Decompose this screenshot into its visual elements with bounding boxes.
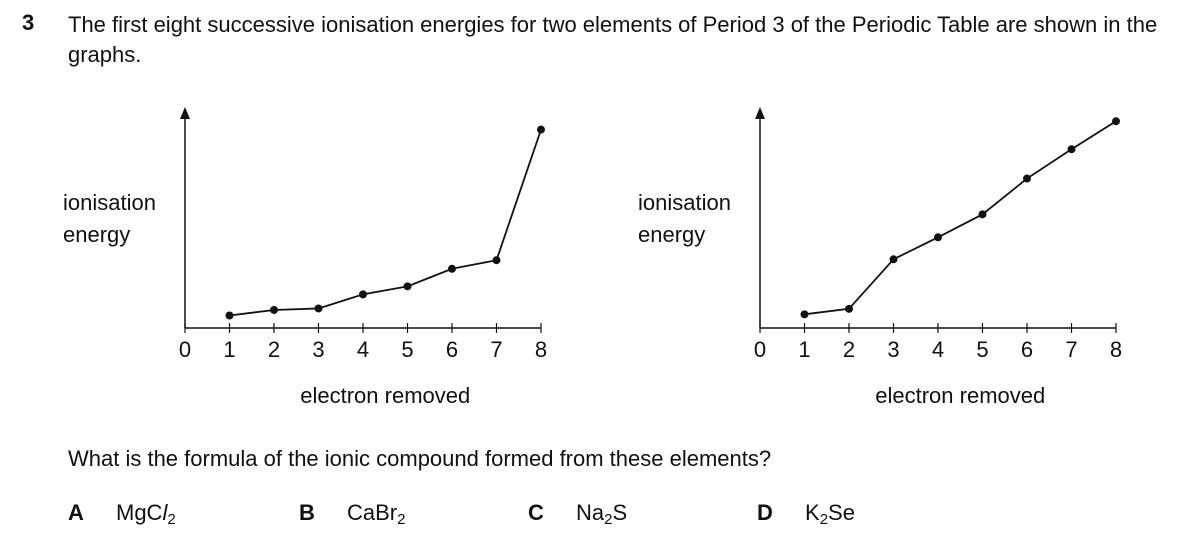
y-axis-arrow-icon	[180, 107, 190, 119]
option-a-formula: MgCl2	[116, 500, 176, 528]
x-tick-label: 1	[798, 337, 810, 362]
x-tick-label: 3	[312, 337, 324, 362]
x-tick-label: 6	[1021, 337, 1033, 362]
data-point-8	[1112, 117, 1120, 126]
ionisation-energy-graph-right: 0 1 2 3 4 5 6 7 8 ionisation energy electron remove…	[630, 95, 1130, 415]
option-b-letter: B	[299, 500, 315, 525]
x-tick-label: 4	[357, 337, 369, 362]
x-tick-label: 5	[976, 337, 988, 362]
data-line	[804, 120, 1117, 316]
x-tick-label: 8	[535, 337, 547, 362]
question-text: The first eight successive ionisation en…	[68, 12, 1158, 67]
x-tick-label: 8	[1110, 337, 1122, 362]
x-tick-label: 5	[401, 337, 413, 362]
data-point-7	[1067, 145, 1076, 154]
data-point-3	[314, 304, 323, 313]
x-tick-label: 3	[887, 337, 899, 362]
data-point-4	[934, 233, 942, 242]
option-b-formula: CaBr2	[347, 500, 406, 528]
data-point-5	[978, 210, 987, 219]
option-c-letter: C	[528, 500, 544, 525]
option-d-letter: D	[757, 500, 773, 525]
data-point-6	[448, 264, 456, 273]
data-point-2	[270, 305, 278, 314]
y-axis-arrow-icon	[755, 107, 765, 119]
x-tick-label: 2	[843, 337, 855, 362]
option-c[interactable]: C Na2S	[528, 500, 628, 528]
option-a[interactable]: A MgCl2	[68, 500, 176, 528]
graph-svg: 0 1 2 3 4 5 6 7 8 ionisation energy electron remove…	[638, 107, 1122, 408]
data-point-8	[537, 125, 545, 134]
data-point-4	[359, 290, 367, 299]
x-tick-label: 1	[223, 337, 235, 362]
data-point-1	[225, 311, 234, 320]
y-axis-label: ionisation	[638, 190, 731, 215]
option-d[interactable]: D K2Se	[757, 500, 855, 528]
x-tick-label: 0	[754, 337, 766, 362]
graph-svg: 0 1 2 3 4 5 6 7 8 ionisation energy electron remove…	[63, 107, 547, 408]
x-axis-label: electron removed	[300, 383, 470, 408]
data-point-5	[403, 282, 412, 291]
x-tick-label: 7	[490, 337, 502, 362]
data-point-3	[889, 255, 898, 264]
data-point-1	[800, 310, 809, 319]
y-axis-label: ionisation	[63, 190, 156, 215]
question-number: 3	[22, 10, 35, 35]
x-tick-label: 6	[446, 337, 458, 362]
data-point-7	[492, 256, 501, 265]
x-axis-label: electron removed	[875, 383, 1045, 408]
ionisation-energy-graph-left: 0 1 2 3 4 5 6 7 8 ionisation energy electron remove…	[55, 95, 555, 415]
y-axis-label-line2: energy	[638, 222, 705, 247]
x-tick-label: 2	[268, 337, 280, 362]
x-tick-label: 7	[1065, 337, 1077, 362]
data-point-6	[1023, 174, 1031, 183]
question-prompt: What is the formula of the ionic compoun…	[68, 446, 772, 471]
option-a-letter: A	[68, 500, 84, 525]
option-b[interactable]: B CaBr2	[299, 500, 406, 528]
option-c-formula: Na2S	[576, 500, 628, 528]
y-axis-label-line2: energy	[63, 222, 130, 247]
x-tick-label: 0	[179, 337, 191, 362]
data-point-2	[845, 304, 853, 313]
x-tick-label: 4	[932, 337, 944, 362]
option-d-formula: K2Se	[805, 500, 855, 528]
data-line	[229, 129, 542, 317]
